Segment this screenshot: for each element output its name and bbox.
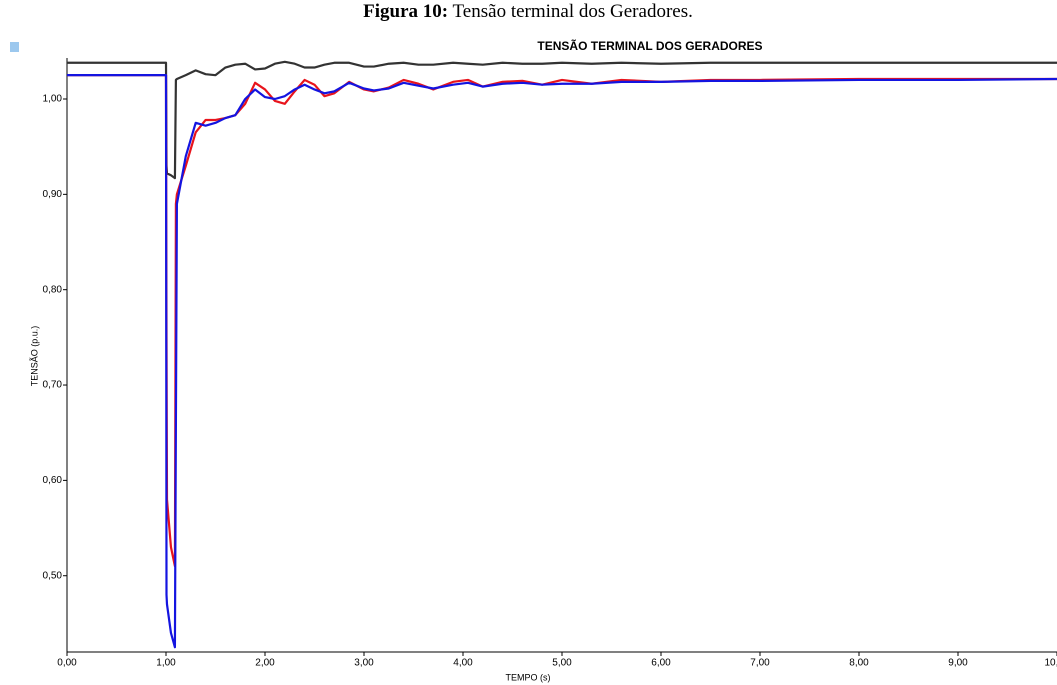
x-tick-label: 3,00: [354, 658, 374, 669]
x-tick-label: 10,00: [1044, 658, 1057, 669]
caption-text: Tensão terminal dos Geradores.: [453, 1, 693, 22]
x-tick-label: 2,00: [255, 658, 275, 669]
y-tick-label: 0,90: [43, 189, 63, 200]
x-axis-label: TEMPO (s): [506, 672, 551, 682]
y-tick-label: 0,60: [43, 475, 63, 486]
x-tick-label: 8,00: [849, 658, 869, 669]
y-tick-label: 0,80: [43, 284, 63, 295]
x-tick-label: 5,00: [552, 658, 572, 669]
y-tick-label: 0,50: [43, 570, 63, 581]
series-line: [67, 74, 1057, 649]
y-axis-label: TENSÃO (p.u.): [29, 326, 39, 387]
caption-label: Figura 10:: [363, 1, 448, 22]
x-tick-label: 4,00: [453, 658, 473, 669]
y-tick-label: 1,00: [43, 94, 63, 105]
series-line: [67, 60, 1057, 180]
x-tick-label: 9,00: [948, 658, 968, 669]
chart-title: TENSÃO TERMINAL DOS GERADORES: [537, 38, 762, 53]
x-tick-label: 0,00: [57, 658, 77, 669]
x-tick-label: 6,00: [651, 658, 671, 669]
x-tick-label: 7,00: [750, 658, 770, 669]
caption: Figura 10: Tensão terminal dos Geradores…: [363, 1, 693, 22]
y-tick-label: 0,70: [43, 380, 63, 391]
icon: [10, 42, 19, 52]
series-line: [67, 74, 1057, 568]
x-tick-label: 1,00: [156, 658, 176, 669]
